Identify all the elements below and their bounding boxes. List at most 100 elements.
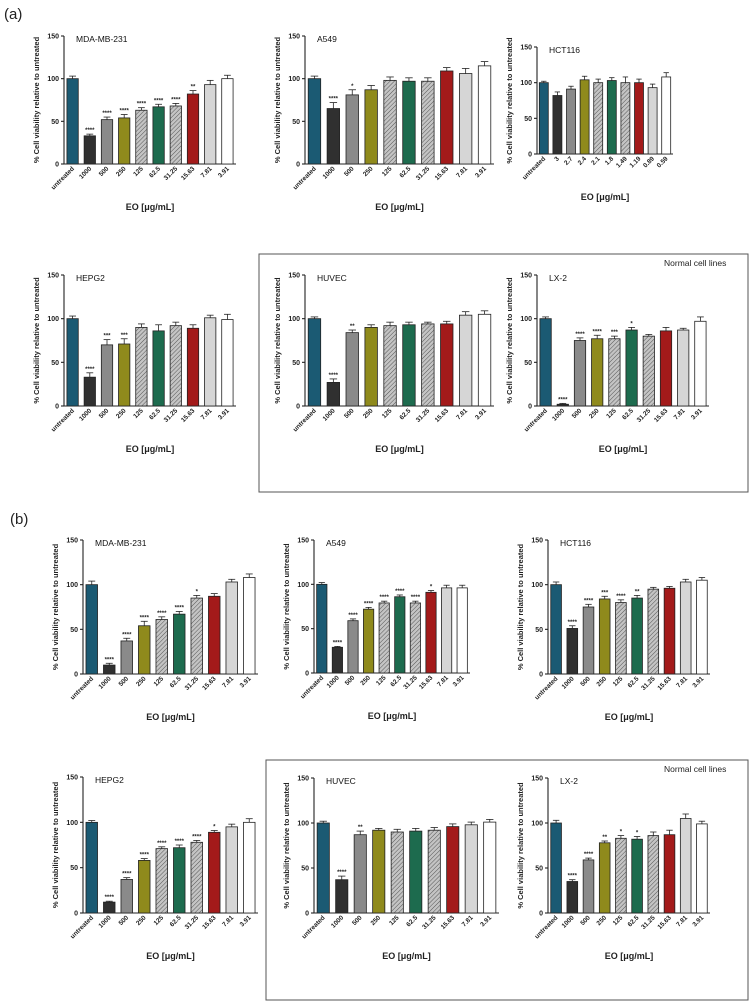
bar [372,829,386,914]
bar [225,581,238,675]
x-axis-label: EO [μg/mL] [375,444,424,454]
significance-label: **** [337,870,347,876]
bar [120,640,133,675]
bar [696,579,708,675]
significance-label: **** [348,613,358,619]
x-tick-label: 1000 [78,407,93,422]
x-tick-label: 125 [375,674,388,687]
bar [402,80,416,165]
x-tick-label: 3 [553,155,561,163]
y-tick-label: 50 [51,119,59,126]
bar [620,82,631,155]
bar [634,82,644,155]
bar [83,376,96,407]
x-tick-label: 2.7 [563,155,575,167]
significance-label: ** [635,589,640,595]
significance-label: **** [411,595,421,601]
significance-label: *** [601,590,609,596]
x-axis-label: EO [μg/mL] [599,444,648,454]
x-tick-label: 1000 [322,165,337,180]
x-tick-label: 15.63 [201,914,218,931]
significance-label: **** [568,620,578,626]
bar [556,403,569,407]
bar [659,330,673,407]
significance-label: *** [103,334,111,340]
x-tick-label: 3.91 [217,407,231,421]
significance-label: **** [329,373,339,379]
significance-label: *** [121,333,129,339]
bar [573,340,587,407]
bar [663,834,676,914]
x-tick-label: 3.91 [474,165,488,179]
y-tick-label: 100 [531,821,543,828]
bar [66,78,79,165]
x-tick-label: 1.8 [604,155,616,167]
significance-label: *** [611,330,619,336]
significance-label: **** [85,128,95,134]
chart-title: HCT116 [560,538,591,548]
significance-label: **** [380,595,390,601]
y-tick-label: 100 [66,820,78,827]
bar [593,82,604,155]
x-tick-label: 31.25 [184,914,201,931]
x-tick-label: 62.5 [148,165,162,179]
x-tick-label: 7.81 [436,674,450,688]
x-tick-label: 500 [98,407,111,420]
x-tick-label: 1000 [97,914,112,929]
bar [221,78,234,165]
chart-title: MDA-MB-231 [76,34,128,44]
bar [85,821,98,914]
significance-label: **** [593,329,603,335]
bar [208,595,221,675]
bar [103,664,116,675]
bar [642,335,655,407]
bar [663,587,676,675]
y-tick-label: 100 [520,316,532,323]
x-tick-label: 15.63 [418,674,435,691]
significance-label: **** [122,872,132,878]
x-axis-label: EO [μg/mL] [126,202,175,212]
significance-label: **** [558,397,568,403]
y-axis-label: % Cell viability relative to untreated [32,36,41,163]
x-tick-label: untreated [69,914,95,940]
y-tick-label: 150 [288,273,300,280]
y-tick-label: 150 [66,538,78,545]
chart-title: HEPG2 [95,775,124,785]
bar [307,318,322,407]
x-tick-label: 62.5 [169,675,183,689]
significance-label: **** [85,367,95,373]
x-tick-label: 7.81 [455,165,469,179]
x-tick-label: 15.63 [434,407,451,424]
bar [598,842,611,914]
y-tick-label: 0 [528,152,532,159]
x-tick-label: 31.25 [640,675,657,692]
bar [606,80,617,155]
x-tick-label: untreated [69,675,95,701]
y-tick-label: 100 [47,316,59,323]
bar [155,848,168,914]
bar [173,847,186,914]
x-tick-label: 1000 [551,407,566,422]
x-tick-label: 250 [115,165,128,178]
bar [538,82,549,155]
bar [364,326,378,407]
bar [383,79,397,165]
bar [243,821,256,914]
bar [138,860,151,914]
x-tick-label: 31.25 [415,165,432,182]
y-tick-label: 50 [301,626,309,633]
chart-a-hepg2: HEPG2 0 50 100 150 % Cell viability relative … [32,273,236,454]
y-tick-label: 0 [74,672,78,679]
x-tick-label: 31.25 [640,914,657,931]
x-tick-label: 62.5 [405,914,419,928]
x-tick-label: 15.63 [180,407,197,424]
significance-label: **** [102,111,112,117]
x-tick-label: 3.91 [690,407,704,421]
bar [118,117,131,165]
bar [425,591,437,674]
y-axis-label: % Cell viability relative to untreated [505,37,514,164]
x-tick-label: 15.63 [656,914,673,931]
x-tick-label: 125 [381,407,394,420]
bar [335,879,349,914]
